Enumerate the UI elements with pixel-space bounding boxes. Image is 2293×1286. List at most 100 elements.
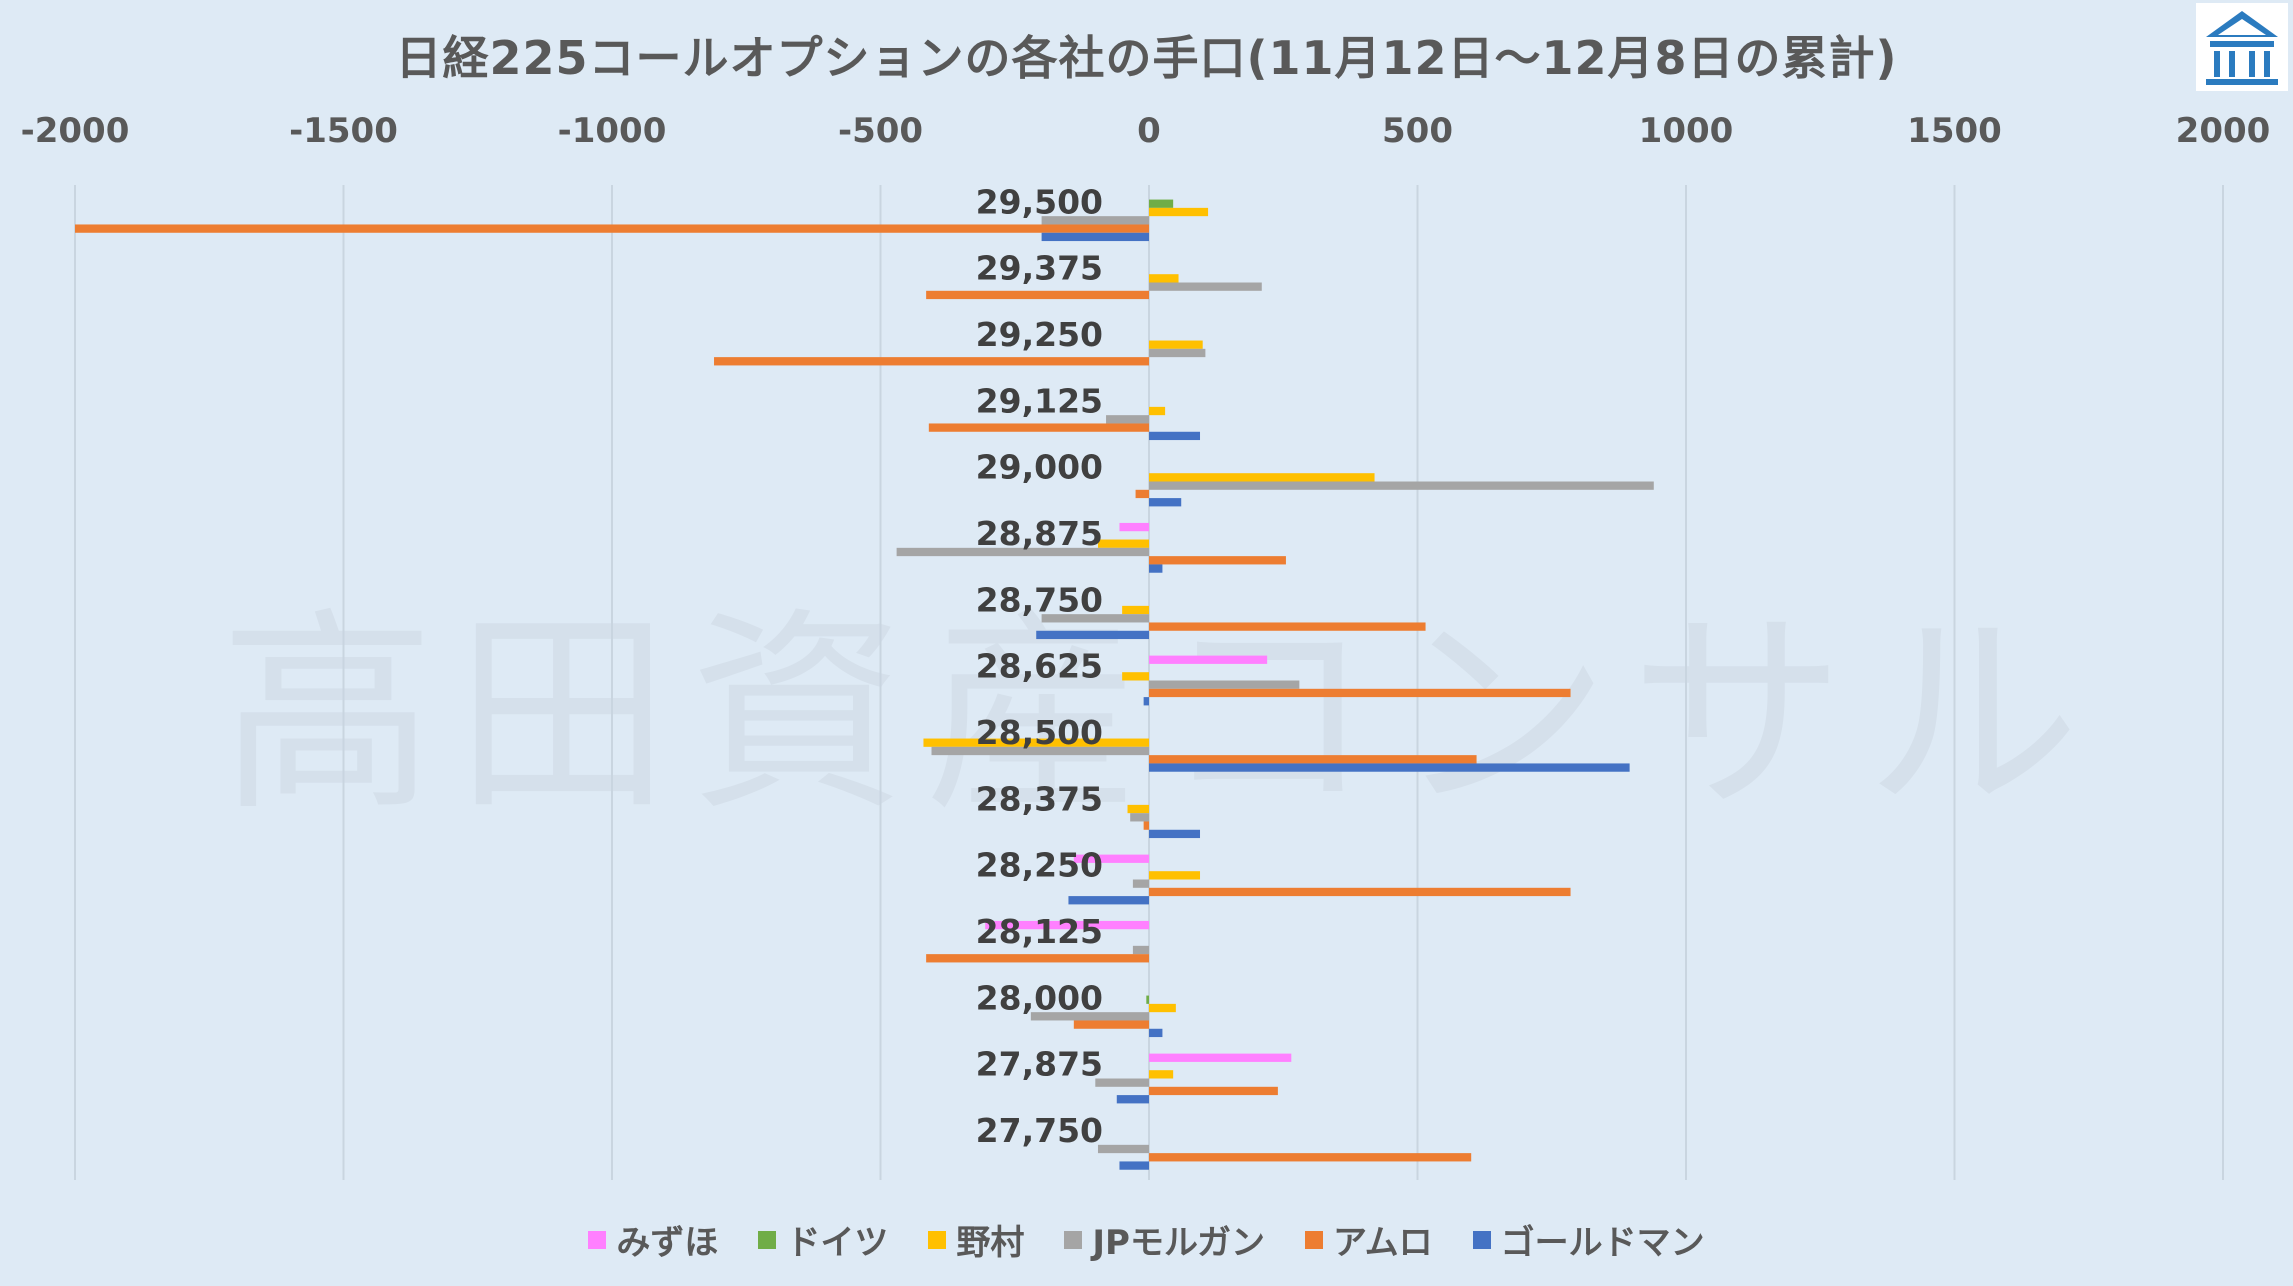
bar <box>1149 829 1201 839</box>
bar <box>1149 564 1163 573</box>
company-logo <box>2196 3 2288 91</box>
bar <box>1149 1028 1163 1038</box>
bar <box>1073 854 1149 863</box>
bar <box>1149 1003 1176 1013</box>
x-tick-label: 1000 <box>1639 111 1734 151</box>
x-tick-label: 1500 <box>1907 111 2002 151</box>
bar <box>1119 522 1149 532</box>
building-pillar-icon <box>2206 11 2278 85</box>
bar <box>1149 871 1201 880</box>
x-tick-label: -1500 <box>289 111 398 151</box>
category-label: 29,250 <box>976 315 1103 354</box>
bar <box>1095 1078 1149 1087</box>
bar <box>1097 1144 1149 1154</box>
bar <box>931 746 1149 756</box>
category-label: 28,875 <box>976 514 1103 553</box>
category-label: 28,125 <box>976 912 1103 951</box>
bar <box>1146 995 1149 1004</box>
bar <box>1149 1153 1472 1162</box>
bar <box>1143 821 1149 830</box>
bar <box>1149 1070 1174 1079</box>
legend-label: JPモルガン <box>1092 1223 1265 1263</box>
category-label: 28,000 <box>976 978 1103 1017</box>
bar <box>1149 622 1426 631</box>
legend-label: ゴールドマン <box>1500 1223 1705 1263</box>
bar <box>1135 489 1149 499</box>
legend-label: ドイツ <box>786 1223 889 1263</box>
bar <box>896 547 1149 557</box>
bar <box>1149 688 1571 698</box>
x-tick-label: -1000 <box>558 111 667 151</box>
bar <box>1132 879 1149 888</box>
x-tick-label: 500 <box>1382 111 1453 151</box>
bar <box>1149 498 1182 507</box>
bar <box>75 224 1149 233</box>
bar <box>1149 406 1166 416</box>
category-label: 28,250 <box>976 846 1103 885</box>
legend-swatch <box>1064 1230 1083 1249</box>
bar <box>1116 1095 1149 1104</box>
bar <box>985 920 1149 930</box>
bar <box>1149 199 1174 208</box>
category-label: 27,875 <box>976 1045 1103 1084</box>
bar <box>1041 216 1149 225</box>
bar <box>928 423 1149 432</box>
category-label: 29,375 <box>976 249 1103 288</box>
category-label: 28,750 <box>976 580 1103 619</box>
category-label: 28,500 <box>976 713 1103 752</box>
bar <box>926 290 1149 300</box>
bar <box>923 738 1149 747</box>
x-tick-label: -500 <box>838 111 923 151</box>
legend-label: 野村 <box>956 1223 1025 1263</box>
legend-label: みずほ <box>616 1223 719 1263</box>
legend-swatch <box>588 1230 607 1249</box>
legend-swatch <box>1304 1230 1323 1249</box>
bar <box>1122 605 1149 615</box>
category-label: 28,375 <box>976 779 1103 818</box>
bar <box>1149 340 1203 349</box>
bar <box>1143 697 1149 706</box>
category-label: 29,500 <box>976 182 1103 221</box>
legend-item: ゴールドマン <box>1472 1215 1705 1264</box>
bar <box>1041 614 1149 623</box>
bar <box>1127 804 1149 814</box>
category-label: 29,000 <box>976 448 1103 487</box>
bar <box>1106 415 1149 424</box>
bar <box>1149 473 1375 482</box>
bar <box>1149 481 1654 490</box>
bar <box>1149 655 1268 664</box>
bar <box>926 954 1149 963</box>
bar <box>1122 672 1149 681</box>
category-label: 27,750 <box>976 1111 1103 1150</box>
legend-item: アムロ <box>1304 1215 1433 1264</box>
legend-item: JPモルガン <box>1064 1215 1265 1264</box>
bar <box>1149 887 1571 897</box>
bar <box>1130 813 1149 822</box>
x-tick-label: 2000 <box>2176 111 2271 151</box>
bar <box>1036 630 1149 640</box>
bar <box>1149 680 1300 689</box>
bar <box>1149 763 1630 772</box>
category-label: 28,625 <box>976 647 1103 686</box>
bar <box>1030 1012 1149 1021</box>
legend-item: 野村 <box>928 1215 1024 1264</box>
category-label: 29,125 <box>976 381 1103 420</box>
bar <box>1149 755 1477 764</box>
bar <box>1149 282 1262 291</box>
legend-label: アムロ <box>1332 1223 1433 1263</box>
bar <box>1149 1053 1292 1062</box>
bar <box>1132 945 1149 955</box>
bar <box>1149 274 1179 283</box>
chart-legend: みずほ ドイツ 野村 JPモルガン アムロ ゴールドマン <box>0 1215 2293 1264</box>
bar <box>1097 539 1149 548</box>
bar <box>1149 1086 1278 1096</box>
legend-item: ドイツ <box>758 1215 888 1264</box>
legend-swatch <box>758 1230 777 1249</box>
x-tick-label: -2000 <box>21 111 130 151</box>
legend-swatch <box>1472 1230 1491 1249</box>
bar <box>1073 1020 1149 1029</box>
bar <box>1149 556 1286 565</box>
x-tick-label: 0 <box>1137 111 1161 151</box>
legend-item: みずほ <box>588 1215 718 1264</box>
